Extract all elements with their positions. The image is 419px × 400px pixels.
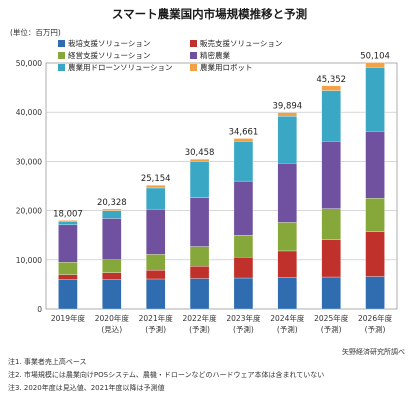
bar-segment bbox=[146, 208, 166, 255]
legend-swatch bbox=[58, 40, 65, 47]
bar-segment bbox=[146, 187, 166, 210]
bar-segment bbox=[321, 85, 341, 91]
bar-segment bbox=[189, 266, 210, 279]
bar-segment bbox=[102, 208, 122, 211]
bar-segment bbox=[102, 218, 122, 260]
x-tick-sublabel: (予測) bbox=[365, 324, 386, 334]
bar-segment bbox=[189, 158, 210, 162]
bar-segment bbox=[233, 257, 254, 279]
footnote: 注1. 事業者売上高ベース bbox=[8, 358, 87, 366]
bar-segment bbox=[365, 131, 385, 199]
x-tick-label: 2020年度 bbox=[95, 313, 130, 323]
y-tick-label: 10,000 bbox=[16, 256, 42, 265]
x-tick-label: 2026年度 bbox=[358, 313, 393, 323]
bar-segment bbox=[321, 276, 341, 310]
bar-segment bbox=[102, 259, 122, 273]
x-tick-sublabel: (予測) bbox=[321, 324, 342, 334]
x-tick-label: 2024年度 bbox=[270, 313, 305, 323]
legend-label: 農業用ドローンソリューション bbox=[68, 62, 172, 72]
unit-label: (単位：百万円) bbox=[10, 28, 61, 37]
bar-segment bbox=[146, 254, 166, 271]
bar-segment bbox=[58, 279, 78, 310]
bar-segment bbox=[58, 220, 78, 222]
y-tick-label: 40,000 bbox=[16, 108, 42, 117]
legend-swatch bbox=[190, 52, 197, 59]
bar-segment bbox=[58, 221, 78, 226]
legend-label: 販売支援ソリューション bbox=[200, 38, 282, 48]
bar-segment bbox=[146, 185, 166, 189]
bar-segment bbox=[321, 208, 341, 240]
footnote: 注3. 2020年度は見込値、2021年度以降は予測値 bbox=[8, 384, 165, 392]
bar-segment bbox=[365, 67, 385, 132]
stacked-bar-chart: 0 10,000 20,000 30,000 40,000 50,000 18,007 201… bbox=[16, 38, 398, 334]
bar-segment bbox=[146, 278, 166, 310]
bar-segment bbox=[189, 197, 210, 247]
bar-segment bbox=[102, 279, 122, 310]
bar-segment bbox=[233, 235, 254, 258]
bar-segment bbox=[277, 115, 297, 164]
legend-swatch bbox=[190, 40, 197, 47]
bar-segment bbox=[233, 277, 254, 310]
bar-total-label: 39,894 bbox=[272, 102, 302, 112]
bar-segment bbox=[277, 163, 297, 223]
bar-segment bbox=[365, 198, 385, 232]
y-tick-label: 30,000 bbox=[16, 157, 42, 166]
legend-swatch bbox=[58, 52, 65, 59]
x-tick-label: 2023年度 bbox=[226, 313, 261, 323]
legend-swatch bbox=[58, 64, 65, 71]
bar-segment bbox=[321, 239, 341, 278]
bar-segment bbox=[146, 269, 166, 280]
y-tick-label: 0 bbox=[37, 305, 42, 314]
bar-total-label: 25,154 bbox=[141, 174, 171, 184]
plot-frame bbox=[45, 62, 398, 310]
footnote: 注2. 市場規模には農業向けPOSシステム、農機・ドローンなどのハードウェア本体… bbox=[8, 371, 325, 379]
legend-label: 栽培支援ソリューション bbox=[68, 38, 150, 48]
y-tick-label: 50,000 bbox=[16, 59, 42, 68]
chart-title: スマート農業国内市場規模推移と予測 bbox=[111, 7, 308, 21]
x-tick-sublabel: (予測) bbox=[277, 324, 298, 334]
bar-segment bbox=[189, 246, 210, 267]
x-tick-label: 2021年度 bbox=[139, 313, 174, 323]
bar-segment bbox=[189, 161, 210, 198]
x-tick-sublabel: (予測) bbox=[233, 324, 254, 334]
bar-segment bbox=[233, 138, 254, 142]
bar-segment bbox=[365, 62, 385, 68]
bar-segment bbox=[321, 141, 341, 209]
bar-segment bbox=[277, 222, 297, 252]
y-tick-label: 20,000 bbox=[16, 207, 42, 216]
legend-swatch bbox=[190, 64, 197, 71]
legend-label: 農業用ロボット bbox=[200, 62, 253, 72]
x-tick-label: 2019年度 bbox=[51, 313, 86, 323]
bar-segment bbox=[233, 141, 254, 182]
bar-segment bbox=[58, 262, 78, 275]
x-tick-label: 2022年度 bbox=[183, 313, 218, 323]
bar-segment bbox=[277, 277, 297, 310]
bar-segment bbox=[233, 180, 254, 236]
bar-total-label: 18,007 bbox=[53, 209, 83, 219]
x-tick-label: 2025年度 bbox=[314, 313, 349, 323]
x-tick-sublabel: (予測) bbox=[189, 324, 210, 334]
bar-segment bbox=[102, 272, 122, 280]
bar-segment bbox=[58, 224, 78, 263]
bar-segment bbox=[189, 278, 210, 310]
bar-total-label: 20,328 bbox=[97, 198, 127, 208]
bar-segment bbox=[321, 90, 341, 142]
bar-segment bbox=[277, 112, 297, 117]
bar-total-label: 45,352 bbox=[316, 75, 346, 85]
bar-segment bbox=[58, 274, 78, 280]
bar-segment bbox=[277, 250, 297, 278]
bar-total-label: 30,458 bbox=[185, 148, 215, 158]
x-tick-sublabel: (見込) bbox=[101, 325, 122, 334]
bar-segment bbox=[102, 210, 122, 219]
bar-segment bbox=[365, 276, 385, 310]
x-tick-sublabel: (予測) bbox=[145, 324, 166, 334]
bar-total-label: 34,661 bbox=[229, 127, 259, 137]
source-credit: 矢野経済研究所調べ bbox=[342, 348, 405, 356]
bar-total-label: 50,104 bbox=[360, 51, 390, 61]
bar-segment bbox=[365, 231, 385, 277]
legend-label: 精密農業 bbox=[200, 50, 230, 60]
legend-label: 経営支援ソリューション bbox=[68, 50, 150, 60]
